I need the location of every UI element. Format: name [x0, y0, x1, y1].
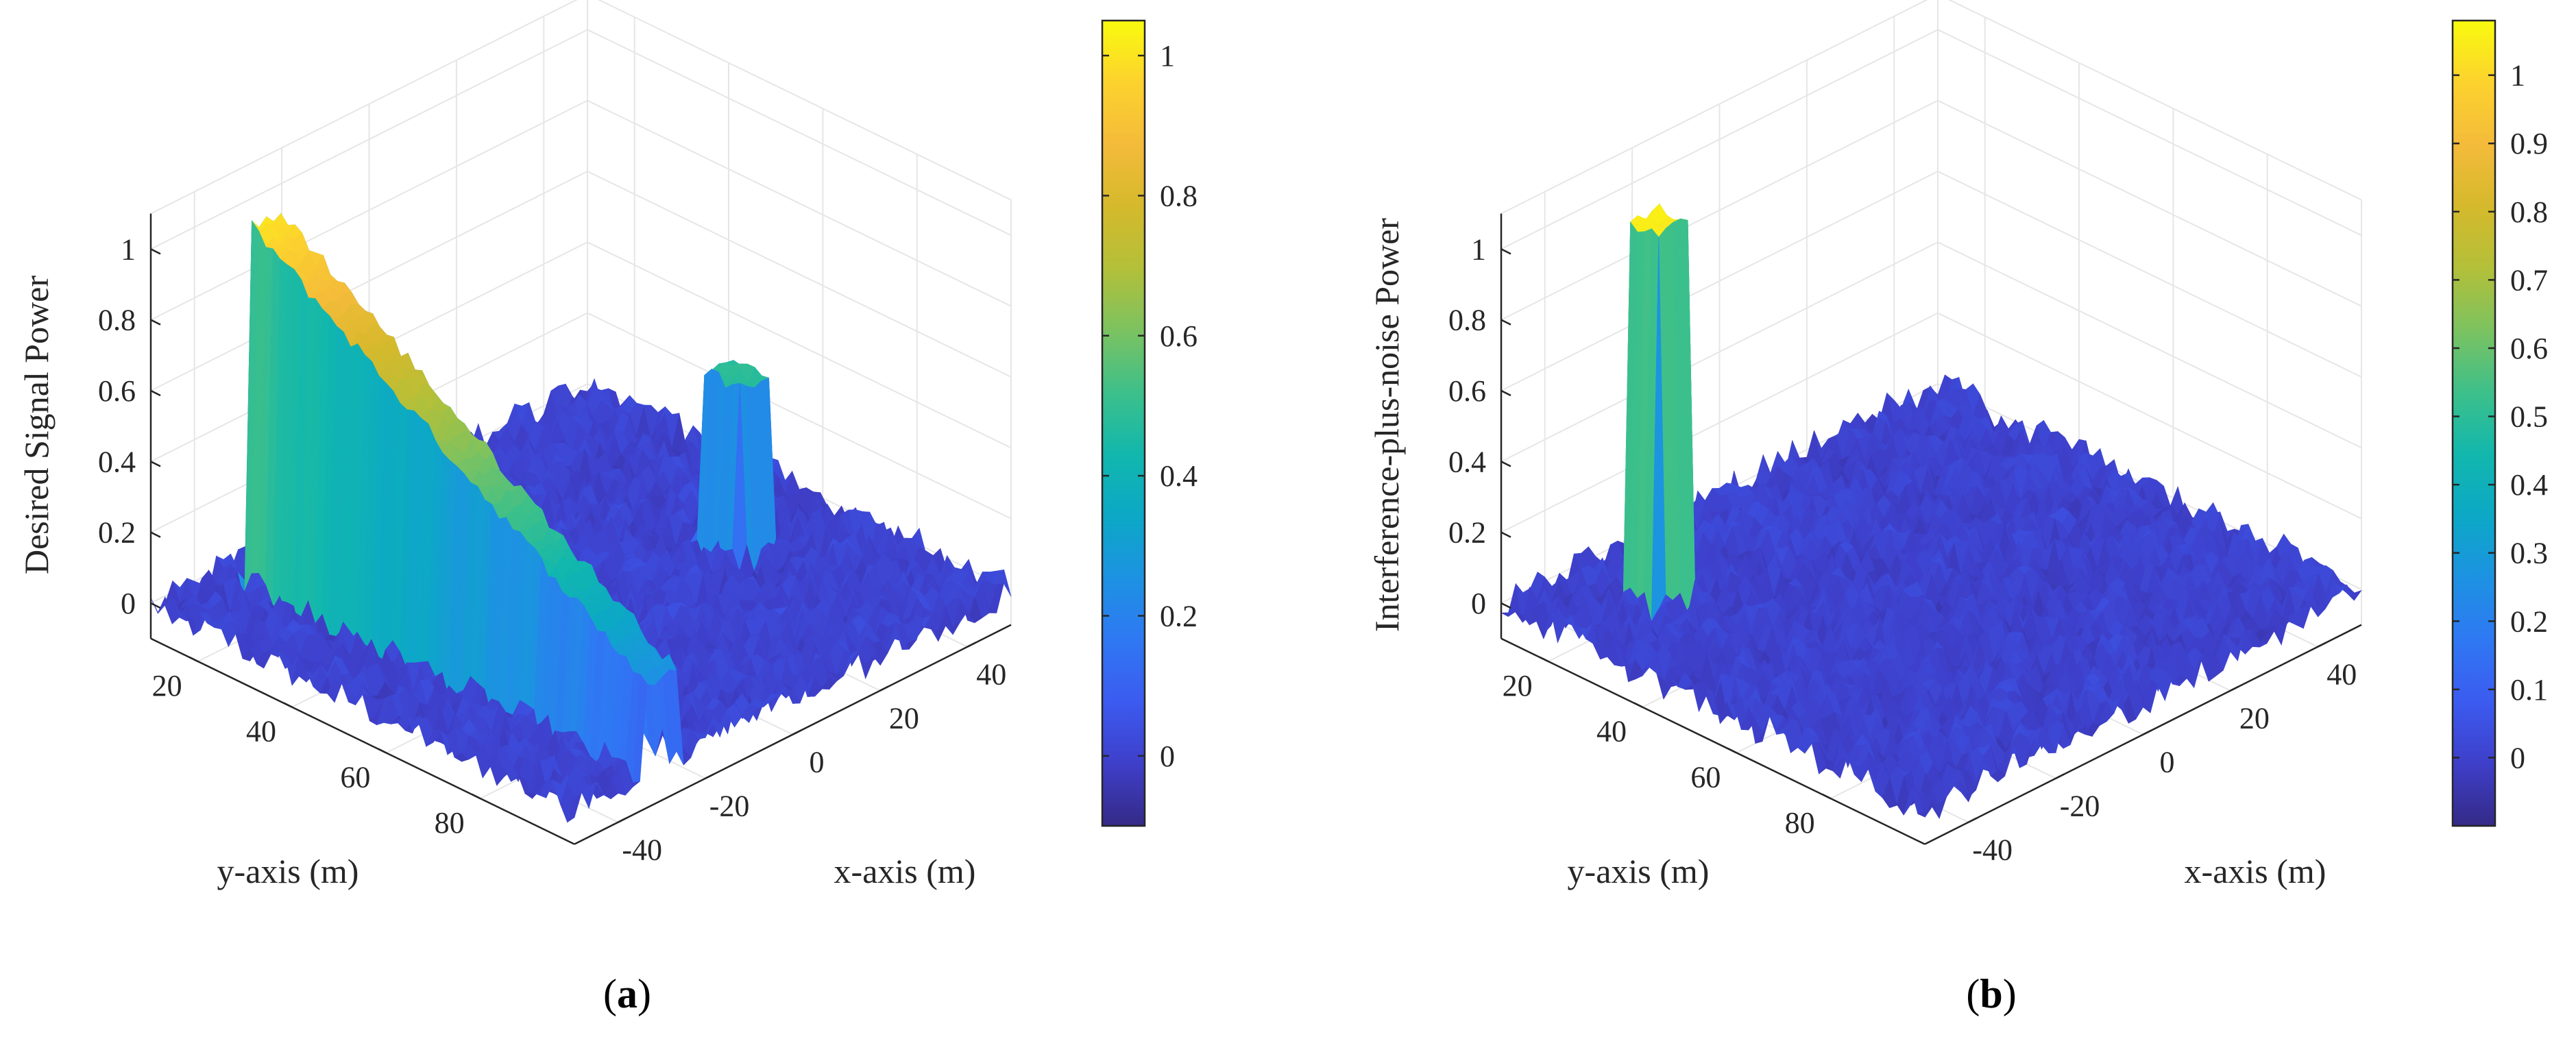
z-axis-label-a: Desired Signal Power [17, 276, 56, 574]
caption-a: (a) [603, 971, 651, 1016]
z-tick-label: 1 [121, 232, 136, 266]
colorbar-tick-label: 0 [1160, 740, 1175, 773]
x-tick-label: 40 [976, 658, 1006, 692]
colorbar-tick-label: 1 [1160, 39, 1175, 73]
z-tick-label: 0.4 [98, 445, 136, 478]
surface-mesh-b [1500, 203, 2362, 820]
y-tick-label: 40 [246, 715, 276, 748]
y-axis-label-a: y-axis (m) [217, 852, 359, 890]
colorbar-gradient [1101, 19, 1146, 827]
colorbar-tick-label: 0.4 [1160, 459, 1198, 493]
x-tick-label: 0 [810, 746, 825, 779]
x-tick-label: 20 [889, 702, 919, 735]
z-tick-label: 0 [121, 587, 136, 620]
z-tick-label: 0.2 [98, 516, 136, 550]
colorbar-tick-label: 0.8 [1160, 179, 1198, 212]
z-tick-labels-a: 0 0.2 0.4 0.6 0.8 1 [98, 232, 136, 620]
surface-plot-a: -40 -20 0 20 40 20 40 60 80 0 0.2 0.4 0.6 0.8 1 x-ax… [17, 0, 1198, 1016]
x-tick-label: -40 [622, 833, 662, 867]
z-tick-label: 0.6 [98, 374, 136, 408]
z-tick-label: 0.8 [98, 304, 136, 337]
y-tick-label: 80 [435, 806, 465, 840]
caption-letter-a: a [617, 971, 637, 1016]
x-tick-label: -20 [709, 790, 750, 823]
y-tick-label: 60 [340, 760, 370, 794]
x-axis-label-a: x-axis (m) [834, 852, 976, 890]
y-tick-label: 20 [152, 669, 182, 703]
colorbar-a: 0 0.2 0.4 0.6 0.8 1 [1101, 19, 1198, 827]
surface-mesh-a [150, 212, 1012, 823]
colorbar-tick-label: 0.6 [1160, 319, 1198, 353]
colorbar-tick-label: 0.2 [1160, 599, 1198, 633]
